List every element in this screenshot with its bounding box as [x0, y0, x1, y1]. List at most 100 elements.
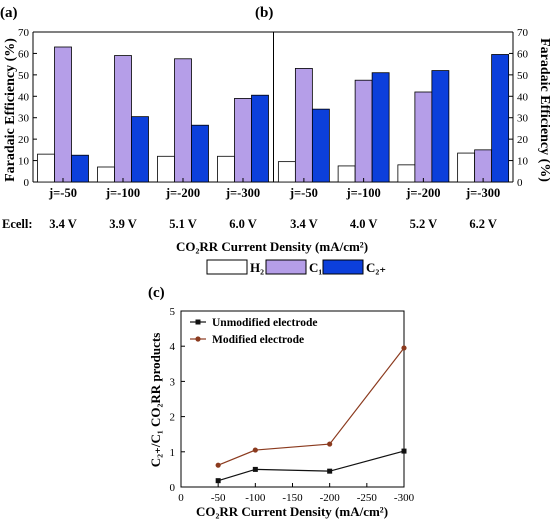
legend-marker-unmodified — [195, 319, 201, 325]
ytick-label-a: 70 — [18, 27, 30, 39]
legend-swatch-h2 — [206, 259, 248, 275]
ytick-label-a: 30 — [18, 113, 30, 125]
bar-a-h2 — [217, 155, 235, 183]
point-unmodified — [215, 478, 221, 484]
ecell-prefix: Ecell: — [2, 217, 33, 231]
bar-b-c1 — [414, 91, 433, 183]
ecell-label-a: 3.4 V — [49, 217, 77, 231]
xtick-label-a: j=-300 — [225, 186, 260, 200]
bars-layer: 0 10 20 30 40 50 60 70 j=-50 3.4 V j=-100 3.9 V j=-2… — [18, 27, 529, 231]
legend-swatch-c2 — [322, 259, 364, 275]
ytick-label-a: 50 — [18, 70, 30, 82]
ytick-label-a: 40 — [18, 91, 30, 103]
bar-b-c1 — [354, 79, 373, 183]
point-modified — [327, 441, 333, 447]
bar-b-c2 — [431, 70, 450, 183]
legend-label-unmodified: Unmodified electrode — [212, 317, 318, 329]
legend-label-c2: C₂₊ — [366, 260, 386, 275]
bar-b-h2 — [277, 161, 296, 183]
line-xtick-label: -100 — [245, 492, 266, 504]
bar-b-c1 — [474, 149, 493, 183]
ylabel-left: Faradaic Efficiency (%) — [3, 38, 18, 182]
ytick-label-b: 0 — [517, 177, 523, 189]
line-xtick-label: 0 — [178, 492, 184, 504]
line-xlabel: CO₂RR Current Density (mA/cm²) — [196, 504, 388, 519]
bar-a-h2 — [157, 155, 175, 183]
line-xtick-label: -300 — [394, 492, 415, 504]
line-ylabel: C₂₊/C₁ CO₂RR products — [148, 333, 163, 468]
panel-label-b: (b) — [255, 5, 273, 21]
line-ytick-label: 3 — [170, 376, 176, 388]
line-xtick-label: -200 — [320, 492, 341, 504]
bar-a-c2 — [131, 116, 149, 183]
bar-a-c2 — [251, 94, 269, 183]
xtick-label-a: j=-200 — [165, 186, 200, 200]
ylabel-right: Faradaic Efficiency (%) — [537, 38, 550, 182]
line-ytick-label: 1 — [170, 447, 176, 459]
line-ytick-label: 0 — [170, 482, 176, 494]
point-unmodified — [252, 466, 258, 472]
ecell-label-b: 6.2 V — [469, 217, 497, 231]
ytick-label-a: 0 — [24, 177, 30, 189]
ecell-label-a: 5.1 V — [169, 217, 197, 231]
xtick-label-b: j=-300 — [465, 186, 500, 200]
bar-b-c2 — [491, 54, 510, 183]
line-ytick-label: 4 — [170, 341, 176, 353]
ytick-label-b: 50 — [517, 70, 529, 82]
bar-a-h2 — [97, 166, 115, 183]
xtick-label-b: j=-100 — [346, 186, 381, 200]
ytick-label-b: 70 — [517, 27, 529, 39]
bar-a-c1 — [174, 58, 192, 183]
legend-marker-modified — [195, 336, 201, 342]
bar-a-h2 — [37, 153, 55, 183]
ecell-label-b: 3.4 V — [290, 217, 318, 231]
legend-label-h2: H₂ — [250, 260, 264, 275]
bar-a-c1 — [54, 46, 72, 183]
ytick-label-b: 20 — [517, 134, 529, 146]
xtick-label-a: j=-100 — [105, 186, 140, 200]
legend-label-c1: C₁ — [309, 260, 322, 275]
line-ytick-label: 5 — [170, 306, 176, 318]
ecell-label-b: 4.0 V — [350, 217, 378, 231]
line-ytick-label: 2 — [170, 412, 176, 424]
bar-a-c2 — [71, 154, 89, 183]
bar-b-h2 — [337, 165, 356, 183]
legend-swatch-c1 — [265, 259, 307, 275]
bar-a-c2 — [191, 124, 209, 183]
ytick-label-b: 10 — [517, 156, 529, 168]
xtick-label-a: j=-50 — [48, 186, 77, 200]
series-line-unmodified — [217, 450, 405, 482]
ytick-label-a: 10 — [18, 156, 30, 168]
bar-b-c2 — [371, 72, 390, 183]
bar-legend: H₂ C₁ C₂₊ — [206, 259, 386, 275]
bar-b-h2 — [397, 164, 416, 183]
ecell-label-a: 3.9 V — [109, 217, 137, 231]
panel-label-a: (a) — [0, 5, 18, 21]
bar-a-c1 — [114, 55, 132, 183]
point-unmodified — [327, 468, 333, 474]
ytick-label-b: 60 — [517, 48, 529, 60]
line-xtick-label: -250 — [357, 492, 378, 504]
xtick-label-b: j=-200 — [405, 186, 440, 200]
bar-b-c1 — [294, 68, 313, 183]
panel-label-c: (c) — [148, 285, 165, 301]
series-line-modified — [217, 347, 405, 466]
ytick-label-b: 30 — [517, 113, 529, 125]
ytick-label-a: 60 — [18, 48, 30, 60]
line-chart: 0 1 2 3 4 5 0 -50 -100 -150 -200 -250 -300 Unmodified… — [170, 306, 415, 504]
point-modified — [252, 447, 258, 453]
point-modified — [401, 345, 407, 351]
bar-b-c2 — [311, 108, 330, 183]
line-xtick-label: -50 — [211, 492, 226, 504]
ytick-label-b: 40 — [517, 91, 529, 103]
ytick-label-a: 20 — [18, 134, 30, 146]
point-unmodified — [401, 448, 407, 454]
ecell-label-b: 5.2 V — [410, 217, 438, 231]
line-xtick-label: -150 — [282, 492, 303, 504]
point-modified — [215, 462, 221, 468]
xtick-label-b: j=-50 — [289, 186, 318, 200]
bar-xlabel: CO₂RR Current Density (mA/cm²) — [176, 239, 368, 254]
bar-a-c1 — [234, 98, 252, 183]
